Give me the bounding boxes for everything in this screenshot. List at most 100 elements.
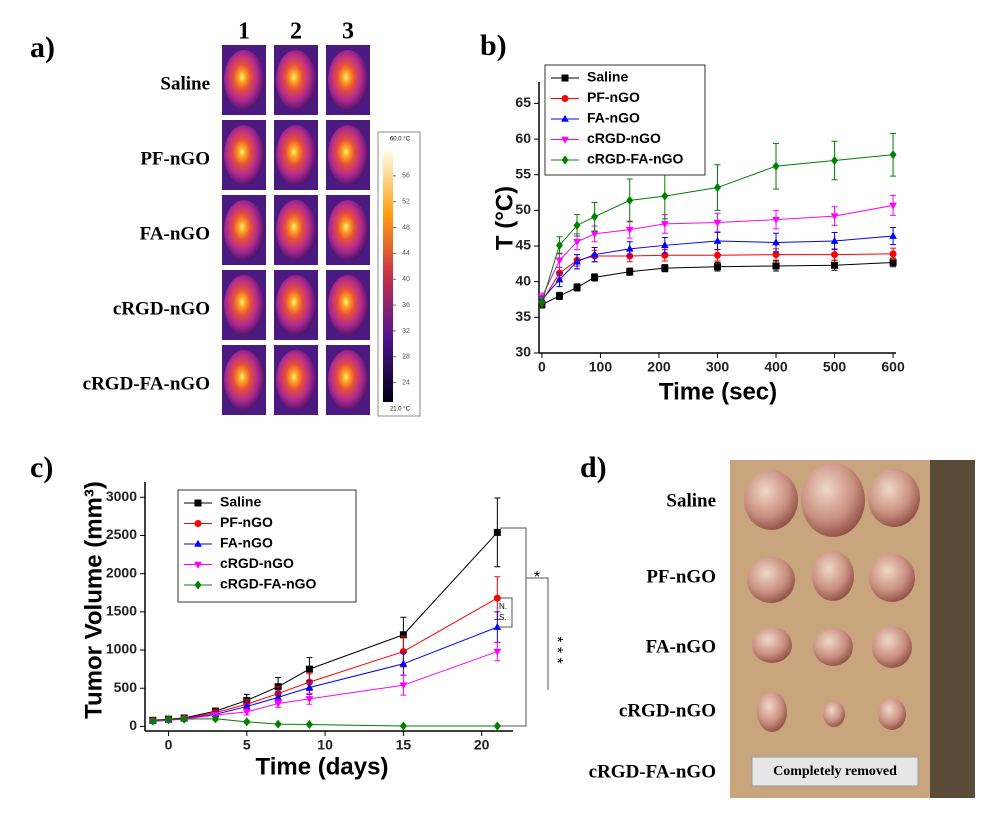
- y-tick-label: 45: [515, 237, 531, 253]
- x-axis-label: Time (sec): [659, 378, 777, 405]
- series-line: [152, 718, 498, 727]
- thermal-spot: [328, 350, 368, 410]
- ruler: [930, 460, 975, 798]
- marker: [713, 219, 722, 227]
- marker: [772, 161, 780, 171]
- marker: [590, 231, 599, 239]
- column-label: 2: [290, 19, 302, 45]
- note: Completely removed: [773, 764, 897, 779]
- legend-label: cRGD-FA-nGO: [220, 576, 317, 592]
- x-tick-label: 600: [881, 359, 905, 375]
- marker: [305, 719, 313, 730]
- thermal-spot: [224, 50, 264, 110]
- marker: [830, 236, 839, 244]
- marker: [493, 648, 502, 656]
- marker: [831, 261, 839, 269]
- colorbar-tick-label: 40: [402, 276, 410, 283]
- row-label: cRGD-nGO: [619, 700, 716, 721]
- tumor: [813, 628, 853, 666]
- marker: [889, 150, 897, 160]
- marker: [399, 631, 407, 639]
- marker: [561, 136, 569, 144]
- legend-label: Saline: [220, 494, 261, 510]
- tumor: [823, 701, 845, 727]
- x-tick-label: 200: [647, 359, 671, 375]
- thermal-spot: [224, 350, 264, 410]
- marker: [831, 251, 839, 259]
- series-line: [541, 154, 894, 303]
- marker: [889, 202, 897, 210]
- marker: [591, 212, 599, 222]
- x-tick-label: 0: [165, 737, 173, 753]
- marker: [399, 682, 408, 690]
- colorbar-tick-label: 32: [402, 328, 410, 335]
- marker: [625, 226, 634, 234]
- y-tick-label: 3000: [106, 488, 137, 504]
- marker: [538, 297, 546, 307]
- legend-label: PF-nGO: [220, 514, 273, 530]
- y-tick-label: 50: [515, 201, 531, 217]
- thermal-spot: [328, 50, 368, 110]
- legend-label: Saline: [587, 69, 628, 85]
- marker: [591, 273, 599, 281]
- panel-label: b): [480, 29, 507, 62]
- marker: [714, 263, 721, 271]
- column-label: 1: [238, 19, 250, 45]
- panel-label: c): [30, 451, 53, 484]
- marker: [274, 700, 282, 708]
- marker: [305, 696, 314, 704]
- marker: [305, 683, 314, 691]
- marker: [660, 241, 669, 249]
- panel-d: Completely removed Saline PF-nGO FA-nGO cRG…: [589, 460, 975, 798]
- thermal-spot: [276, 125, 316, 185]
- thermal-spot: [276, 350, 316, 410]
- marker: [772, 216, 780, 224]
- marker: [660, 221, 669, 229]
- series-line: [541, 235, 894, 300]
- marker: [625, 244, 634, 252]
- colorbar-tick-label: 24: [402, 379, 410, 386]
- marker: [573, 283, 581, 291]
- chart: c) 0 500 1000 1500 2000 2500 3000 0 5 10 15 20 Time (…: [30, 451, 513, 780]
- panel-label: d): [580, 451, 607, 484]
- colorbar-tick-label: 28: [402, 354, 410, 361]
- marker: [772, 251, 780, 259]
- thermal-spot: [328, 275, 368, 335]
- row-label: Saline: [160, 73, 210, 94]
- y-axis-label: Tumor Volume (mm³): [80, 481, 107, 719]
- marker: [830, 213, 839, 221]
- y-tick-label: 2000: [106, 564, 137, 580]
- marker: [242, 709, 251, 717]
- marker: [561, 114, 569, 122]
- marker: [274, 719, 282, 729]
- bracket: [498, 597, 513, 628]
- row-label: cRGD-FA-nGO: [83, 373, 210, 394]
- thermal-spot: [276, 200, 316, 260]
- y-tick-label: 30: [515, 344, 531, 360]
- series-line: [541, 204, 894, 298]
- legend-label: PF-nGO: [587, 89, 640, 105]
- marker: [889, 250, 897, 258]
- y-axis-label: T (°C): [491, 186, 518, 250]
- x-tick-label: 500: [823, 359, 847, 375]
- marker: [493, 528, 501, 536]
- annotation: N.: [499, 602, 507, 611]
- y-tick-label: 1500: [106, 603, 137, 619]
- tumor: [872, 626, 912, 668]
- tumor: [747, 557, 795, 603]
- row-label: cRGD-FA-nGO: [589, 761, 716, 782]
- row-label: cRGD-nGO: [113, 298, 210, 319]
- colorbar-tick-label: 48: [402, 224, 410, 231]
- legend-label: FA-nGO: [220, 535, 273, 551]
- legend-label: cRGD-nGO: [220, 555, 294, 571]
- marker: [889, 258, 897, 266]
- panel-a: 1 2 3 Saline PF-nGO FA-nGO cRGD-nGO cRGD-FA-nGO…: [83, 19, 421, 417]
- thermal-spot: [328, 200, 368, 260]
- colorbar-tick-label: 52: [402, 199, 410, 206]
- y-tick-label: 35: [515, 308, 531, 324]
- y-tick-label: 60: [515, 130, 531, 146]
- x-tick-label: 300: [706, 359, 730, 375]
- colorbar: [383, 150, 393, 402]
- marker: [194, 539, 202, 547]
- marker: [164, 714, 172, 725]
